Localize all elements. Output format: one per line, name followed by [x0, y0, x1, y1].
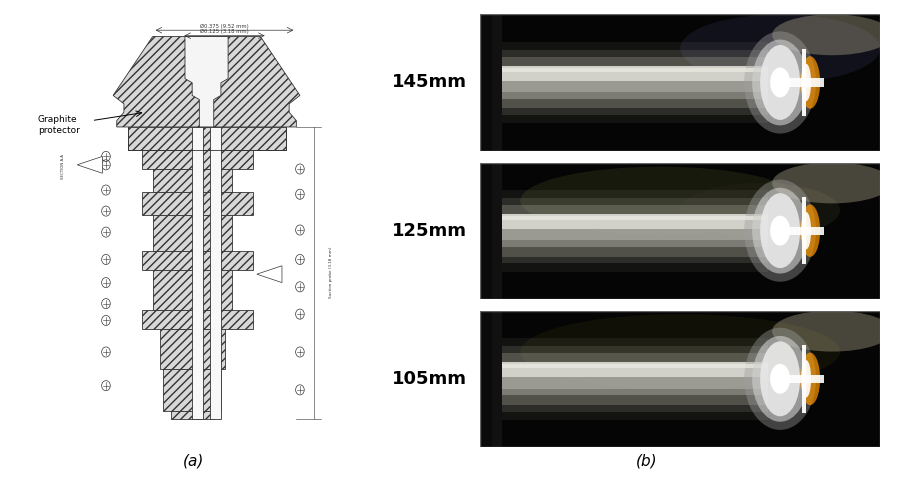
Ellipse shape — [772, 163, 892, 204]
Bar — [502, 198, 768, 263]
Ellipse shape — [800, 353, 820, 405]
Bar — [480, 14, 502, 151]
Ellipse shape — [800, 56, 820, 109]
Bar — [776, 375, 824, 383]
Bar — [210, 127, 221, 419]
Bar — [502, 389, 768, 395]
Ellipse shape — [521, 167, 800, 235]
Bar — [776, 78, 824, 87]
Ellipse shape — [760, 193, 800, 268]
Text: 105mm: 105mm — [392, 370, 467, 388]
Polygon shape — [113, 36, 300, 127]
Ellipse shape — [801, 64, 811, 101]
Bar — [776, 227, 824, 235]
Bar — [502, 66, 768, 81]
Text: Ø0.125 (3.18 mm): Ø0.125 (3.18 mm) — [200, 29, 249, 34]
Bar — [142, 310, 253, 329]
Bar — [502, 362, 768, 377]
Ellipse shape — [744, 328, 816, 430]
Bar — [128, 127, 286, 150]
Ellipse shape — [770, 364, 790, 394]
Text: Suction probe (3.18 mm): Suction probe (3.18 mm) — [329, 246, 332, 298]
Bar — [153, 215, 232, 251]
Bar — [163, 369, 221, 411]
Bar — [502, 214, 768, 229]
Bar — [502, 364, 768, 369]
Bar — [802, 197, 806, 264]
Bar — [142, 150, 253, 169]
Ellipse shape — [772, 14, 892, 55]
Bar — [492, 14, 502, 151]
Ellipse shape — [521, 314, 840, 389]
Bar — [160, 329, 224, 369]
Bar — [502, 190, 768, 272]
Bar — [480, 163, 502, 299]
Ellipse shape — [753, 40, 808, 125]
Bar — [492, 163, 502, 299]
Text: 125mm: 125mm — [392, 222, 467, 239]
Bar — [502, 205, 768, 257]
Bar — [502, 353, 768, 405]
Bar — [502, 92, 768, 99]
Bar — [502, 338, 768, 420]
Bar — [502, 68, 768, 72]
Bar — [142, 251, 253, 270]
Ellipse shape — [772, 311, 892, 352]
Bar — [171, 411, 214, 419]
Text: SECTION A-A: SECTION A-A — [61, 154, 65, 179]
Bar — [802, 49, 806, 116]
Text: (a): (a) — [182, 454, 204, 468]
Ellipse shape — [744, 32, 816, 133]
Text: (b): (b) — [636, 454, 657, 468]
Ellipse shape — [770, 67, 790, 98]
Polygon shape — [77, 156, 102, 173]
Bar — [192, 127, 203, 419]
Ellipse shape — [760, 45, 800, 120]
Bar — [502, 362, 768, 395]
Ellipse shape — [800, 205, 820, 257]
Bar — [502, 214, 768, 247]
Bar — [502, 66, 768, 99]
Bar — [142, 192, 253, 215]
Bar — [492, 311, 502, 447]
Ellipse shape — [753, 336, 808, 422]
Polygon shape — [257, 266, 282, 282]
Polygon shape — [185, 36, 228, 127]
Ellipse shape — [753, 188, 808, 273]
Ellipse shape — [801, 360, 811, 398]
Bar — [802, 345, 806, 413]
Bar — [502, 216, 768, 220]
Ellipse shape — [770, 216, 790, 246]
Bar — [480, 311, 502, 447]
Ellipse shape — [681, 14, 880, 83]
Bar — [153, 270, 232, 310]
Bar — [502, 56, 768, 109]
Ellipse shape — [801, 212, 811, 250]
Bar — [502, 240, 768, 247]
Ellipse shape — [680, 183, 840, 238]
Bar — [502, 346, 768, 412]
Ellipse shape — [744, 180, 816, 282]
Text: Graphite
protector: Graphite protector — [38, 115, 80, 134]
Text: Ø0.375 (9.52 mm): Ø0.375 (9.52 mm) — [200, 24, 249, 29]
Ellipse shape — [760, 341, 800, 416]
Bar — [502, 50, 768, 115]
Text: 145mm: 145mm — [392, 74, 467, 91]
Bar — [502, 42, 768, 123]
Bar — [153, 169, 232, 192]
